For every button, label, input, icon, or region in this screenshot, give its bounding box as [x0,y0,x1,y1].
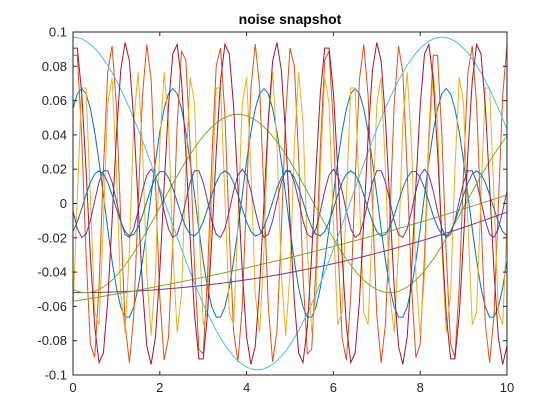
series-line-7 [72,194,508,302]
series-line-6 [72,113,508,294]
series-line-9 [73,42,508,365]
axes: 0 2 4 6 8 10 -0.1 -0.08 -0.06 -0.04 -0.02 0 0.02 0.04… [37,25,514,396]
y-tick-label: -0.04 [37,265,67,280]
series-line-5 [72,211,508,294]
y-tick-label: 0.04 [42,127,67,142]
y-tick-label: -0.02 [37,230,67,245]
series-line-3 [72,72,508,336]
y-tick-label: 0 [60,196,67,211]
x-tick-label: 2 [156,380,163,395]
x-tick-label: 0 [69,380,76,395]
chart-title: noise snapshot [239,11,342,27]
y-tick-label: -0.1 [45,368,67,383]
x-tick-label: 8 [417,380,424,395]
series-layer [72,36,508,371]
x-tick-label: 6 [330,380,337,395]
x-tick-label: 4 [243,380,250,395]
series-line-4 [72,168,508,239]
y-tick-label: -0.06 [37,299,67,314]
series-line-8 [72,36,508,371]
y-tick-label: -0.08 [37,333,67,348]
y-tick-label: 0.08 [42,59,67,74]
x-tick-label: 10 [500,380,514,395]
y-tick-label: 0.1 [49,25,67,40]
series-line-2 [73,43,508,363]
y-tick-label: 0.02 [42,162,67,177]
y-tick-label: 0.06 [42,93,67,108]
series-line-10 [72,170,508,237]
